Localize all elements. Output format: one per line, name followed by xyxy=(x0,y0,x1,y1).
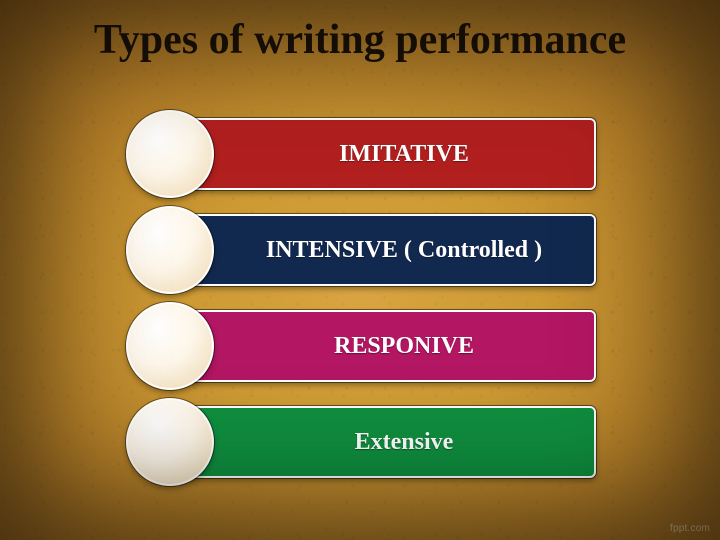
item-circle-icon xyxy=(126,302,214,390)
list-item: INTENSIVE ( Controlled ) xyxy=(126,214,596,286)
list-item: IMITATIVE xyxy=(126,118,596,190)
item-bar: RESPONIVE xyxy=(166,310,596,382)
item-list: IMITATIVE INTENSIVE ( Controlled ) RESPO… xyxy=(126,118,596,478)
item-circle-icon xyxy=(126,206,214,294)
item-label: Extensive xyxy=(309,429,454,456)
item-bar: Extensive xyxy=(166,406,596,478)
item-circle-icon xyxy=(126,398,214,486)
slide-title: Types of writing performance xyxy=(0,16,720,64)
item-label: RESPONIVE xyxy=(288,333,474,360)
item-label: INTENSIVE ( Controlled ) xyxy=(220,237,542,264)
item-circle-icon xyxy=(126,110,214,198)
list-item: RESPONIVE xyxy=(126,310,596,382)
footer-credit: fppt.com xyxy=(670,523,710,534)
item-bar: IMITATIVE xyxy=(166,118,596,190)
item-bar: INTENSIVE ( Controlled ) xyxy=(166,214,596,286)
item-label: IMITATIVE xyxy=(293,141,469,168)
list-item: Extensive xyxy=(126,406,596,478)
